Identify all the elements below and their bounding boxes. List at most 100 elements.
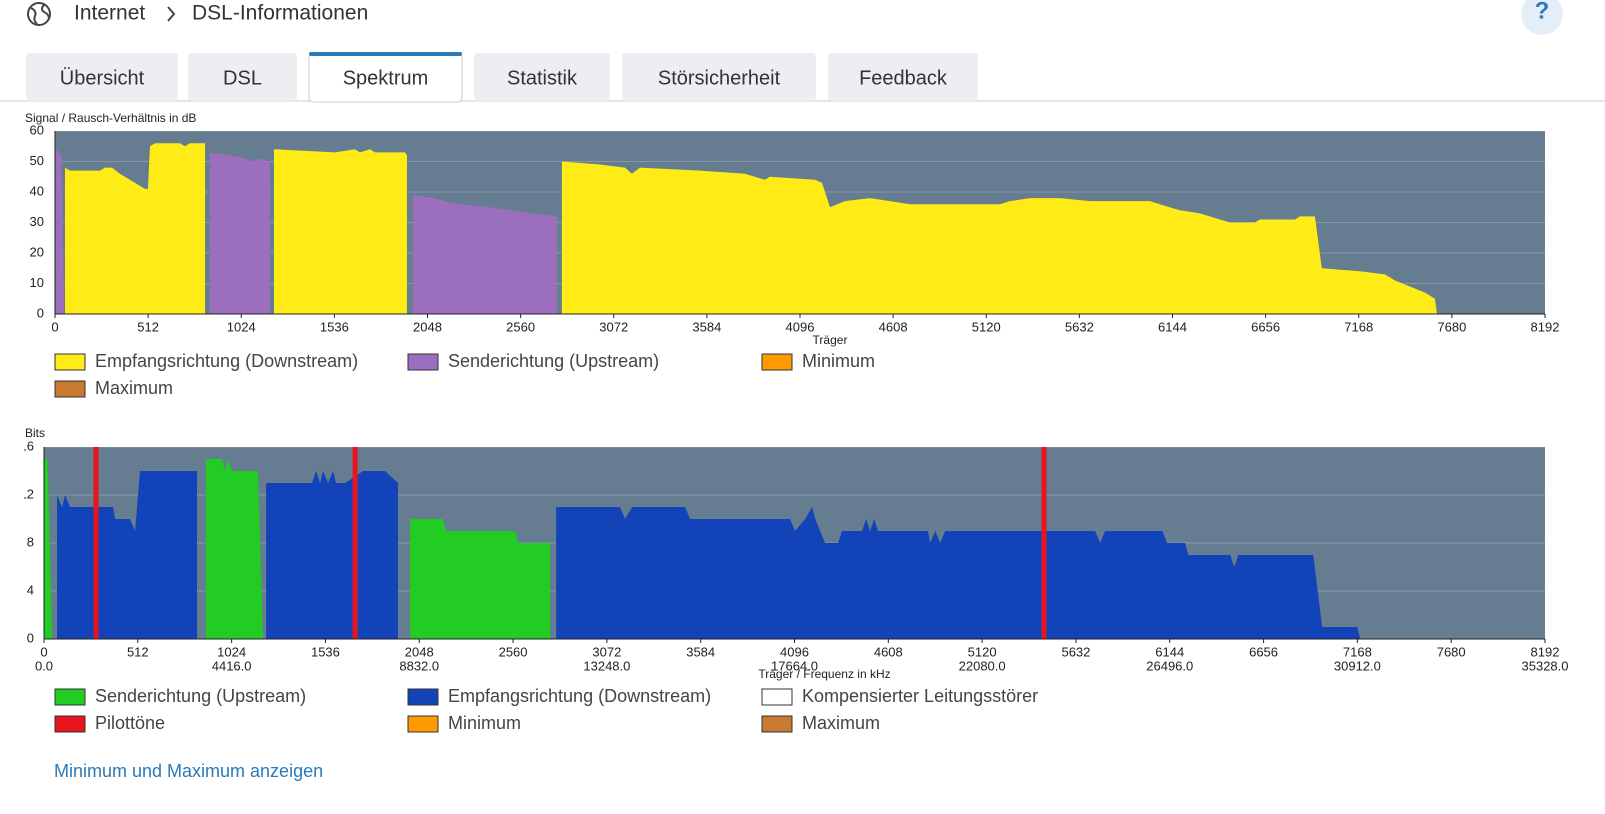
tab[interactable] xyxy=(474,53,610,101)
legend-swatch xyxy=(54,353,86,371)
globe-icon xyxy=(27,2,51,26)
x-tick-label: 512 xyxy=(127,644,149,659)
breadcrumb-section[interactable]: Internet xyxy=(74,2,145,25)
x2-tick-label: 0.0 xyxy=(35,658,53,673)
y-tick-label: 16 xyxy=(20,438,34,453)
tab-label[interactable]: Spektrum xyxy=(343,67,429,89)
chevron xyxy=(167,6,176,22)
x-tick-label: 2048 xyxy=(413,319,442,334)
x-tick-label: 6656 xyxy=(1251,319,1280,334)
y-tick-label: 30 xyxy=(30,214,44,229)
area xyxy=(57,471,1361,639)
legend-swatch xyxy=(54,380,86,398)
x-tick-label: 1536 xyxy=(311,644,340,659)
area xyxy=(55,149,558,314)
x-tick-label: 4096 xyxy=(786,319,815,334)
legend-swatch xyxy=(54,688,86,706)
x-tick-label: 5632 xyxy=(1065,319,1094,334)
y-tick-label: 60 xyxy=(30,122,44,137)
tab-label[interactable]: Übersicht xyxy=(60,67,145,89)
y-axis-title: Signal / Rausch-Verhältnis in dB xyxy=(25,111,196,125)
y-tick-label: 20 xyxy=(30,244,44,259)
x-tick-label: 2560 xyxy=(506,319,535,334)
tab-active-indicator xyxy=(309,52,462,56)
x-tick-label: 7680 xyxy=(1437,319,1466,334)
legend-swatch xyxy=(54,715,86,733)
x-tick-label: 1024 xyxy=(227,319,256,334)
x-tick-label: 0 xyxy=(51,319,58,334)
x2-tick-label: 35328.0 xyxy=(1522,658,1569,673)
x-tick-label: 4096 xyxy=(780,644,809,659)
legend-swatch xyxy=(761,688,793,706)
legend-swatch xyxy=(761,353,793,371)
legend-label: Empfangsrichtung (Downstream) xyxy=(95,351,358,371)
tab[interactable] xyxy=(188,53,297,101)
legend-label: Minimum xyxy=(448,713,521,733)
tab-label[interactable]: DSL xyxy=(223,67,262,89)
tab[interactable] xyxy=(622,53,816,101)
x-tick-label: 2560 xyxy=(499,644,528,659)
tab-label[interactable]: Statistik xyxy=(507,67,578,89)
y-tick-label: 40 xyxy=(30,183,44,198)
legend-label: Senderichtung (Upstream) xyxy=(448,351,659,371)
x-tick-label: 3072 xyxy=(599,319,628,334)
x-tick-label: 1536 xyxy=(320,319,349,334)
y-tick-label: 12 xyxy=(20,486,34,501)
y-tick-label: 10 xyxy=(30,275,44,290)
x2-tick-label: 8832.0 xyxy=(399,658,439,673)
x-tick-label: 5120 xyxy=(968,644,997,659)
x-axis-title: Träger xyxy=(813,333,848,347)
area xyxy=(44,459,551,639)
legend-swatch xyxy=(407,715,439,733)
x2-tick-label: 30912.0 xyxy=(1334,658,1381,673)
x-tick-label: 3072 xyxy=(592,644,621,659)
x-axis-title: Träger / Frequenz in kHz xyxy=(758,667,890,681)
x2-tick-label: 13248.0 xyxy=(583,658,630,673)
y-tick-label: 50 xyxy=(30,153,44,168)
help-button[interactable] xyxy=(1521,0,1563,35)
legend-label: Maximum xyxy=(802,713,880,733)
legend-swatch xyxy=(761,715,793,733)
y-tick-label: 0 xyxy=(37,305,44,320)
y-axis-title: Bits xyxy=(25,426,45,440)
tab-label[interactable]: Feedback xyxy=(859,67,948,89)
x-tick-label: 5632 xyxy=(1061,644,1090,659)
toggle-link[interactable]: Minimum und Maximum anzeigen xyxy=(54,761,323,781)
y-tick-label: 4 xyxy=(27,582,34,597)
x-tick-label: 7168 xyxy=(1344,319,1373,334)
tab[interactable] xyxy=(26,53,178,101)
legend-label: Pilottöne xyxy=(95,713,165,733)
x-tick-label: 7168 xyxy=(1343,644,1372,659)
x-tick-label: 0 xyxy=(40,644,47,659)
x-tick-label: 5120 xyxy=(972,319,1001,334)
x-tick-label: 512 xyxy=(137,319,159,334)
x-tick-label: 4608 xyxy=(879,319,908,334)
x-tick-label: 6144 xyxy=(1158,319,1187,334)
x-tick-label: 2048 xyxy=(405,644,434,659)
help-icon[interactable]: ? xyxy=(1535,0,1550,24)
tab[interactable] xyxy=(828,53,978,101)
legend-label: Maximum xyxy=(95,378,173,398)
x2-tick-label: 22080.0 xyxy=(959,658,1006,673)
y-tick-label: 8 xyxy=(27,534,34,549)
x-tick-label: 8192 xyxy=(1531,644,1560,659)
tab-label[interactable]: Störsicherheit xyxy=(658,67,781,89)
x2-tick-label: 17664.0 xyxy=(771,658,818,673)
legend-label: Senderichtung (Upstream) xyxy=(95,686,306,706)
breadcrumb-page: DSL-Informationen xyxy=(192,2,368,25)
x-tick-label: 3584 xyxy=(686,644,715,659)
legend-swatch xyxy=(407,688,439,706)
x-tick-label: 1024 xyxy=(217,644,246,659)
y-tick-labels: 0 4 8 12 16 xyxy=(20,438,34,645)
legend-label: Empfangsrichtung (Downstream) xyxy=(448,686,711,706)
legend-label: Kompensierter Leitungsstörer xyxy=(802,686,1038,706)
x-tick-label: 6144 xyxy=(1155,644,1184,659)
area xyxy=(65,143,1437,314)
x-tick-label: 6656 xyxy=(1249,644,1278,659)
legend-swatch xyxy=(407,353,439,371)
x2-tick-label: 4416.0 xyxy=(212,658,252,673)
x-tick-label: 3584 xyxy=(692,319,721,334)
x2-tick-label: 26496.0 xyxy=(1146,658,1193,673)
